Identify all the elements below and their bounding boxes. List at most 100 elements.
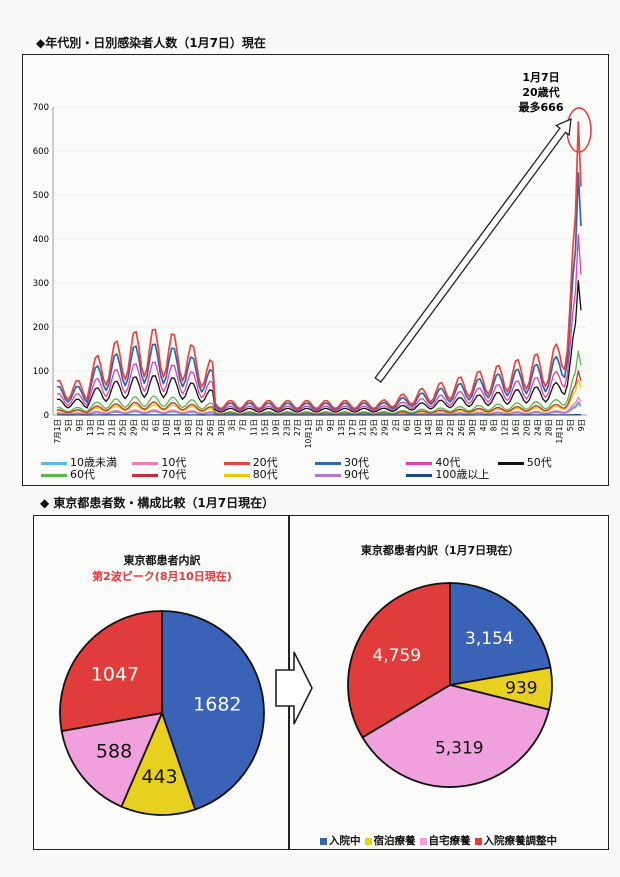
legend-label: 80代 — [252, 468, 278, 481]
x-tick-label: 23日 — [282, 419, 291, 436]
annotation-text-2: 20歳代 — [522, 85, 559, 99]
legend-swatch — [41, 461, 67, 465]
x-tick-label: 14日 — [173, 419, 182, 436]
x-tick-label: 9日 — [75, 419, 84, 431]
x-tick-label: 13日 — [337, 419, 346, 436]
x-tick-label: 20日 — [522, 419, 531, 436]
x-tick-label: 2日 — [140, 419, 149, 431]
pie-slice-0 — [161, 610, 265, 811]
pie-panel-left: 東京都患者内訳 第2波ピーク(8月10日現在) 1682 443 588 1047 — [33, 515, 289, 850]
annotation-text-3: 最多666 — [519, 100, 564, 114]
x-tick-label: 25日 — [370, 419, 379, 436]
pie-legend-label: 宿泊療養 — [373, 835, 416, 847]
pie-slice-0 — [449, 582, 552, 687]
legend-swatch — [315, 461, 342, 465]
x-tick-label: 22日 — [446, 419, 455, 436]
pie-label-3: 1047 — [91, 663, 139, 685]
legend-swatch — [41, 473, 67, 477]
legend-swatch — [132, 473, 159, 477]
y-tick-label: 500 — [33, 191, 49, 201]
legend-item: 70代 — [132, 466, 186, 482]
pie-panel-right: 東京都患者内訳（1月7日現在） 3,154 939 5,319 4,759 入院中 宿泊… — [289, 515, 609, 850]
x-tick-label: 29日 — [381, 419, 390, 436]
legend-label: 90代 — [344, 468, 370, 481]
pie-label-1: 443 — [141, 766, 177, 788]
legend-label: 10歳未満 — [70, 456, 117, 469]
line-chart-legend: 10歳未満 10代 20代 30代 40代 50代 60代 70代 80代 90代 100歳以上 — [41, 454, 601, 482]
legend-item: 80代 — [223, 466, 278, 482]
legend-item: 30代 — [315, 454, 369, 470]
legend-swatch — [497, 461, 524, 465]
x-tick-label: 16日 — [512, 419, 521, 436]
x-tick-label: 28日 — [544, 419, 553, 436]
legend-item: 40代 — [406, 454, 460, 470]
legend-label: 70代 — [161, 468, 187, 481]
x-tick-label: 7月1日 — [53, 419, 62, 444]
line-chart-panel: 0 100 200 300 400 500 600 700 7月1日 5日 9日 13日 17日 21日 2… — [22, 54, 609, 486]
transition-arrow — [275, 651, 313, 725]
x-tick-label: 9日 — [326, 419, 335, 431]
series-line-6 — [56, 350, 582, 415]
legend-label: 100歳以上 — [435, 468, 490, 481]
x-tick-label: 5日 — [64, 419, 73, 431]
left-pie-subtitle: 第2波ピーク(8月10日現在) — [92, 570, 232, 583]
pie-label-0: 3,154 — [465, 629, 514, 649]
legend-swatch — [223, 461, 250, 465]
legend-label: 30代 — [344, 456, 370, 469]
legend-swatch — [223, 473, 250, 477]
legend-label: 40代 — [435, 456, 461, 469]
x-tick-label: 14日 — [424, 419, 433, 436]
y-tick-label: 100 — [33, 367, 49, 377]
pie-slice-2 — [60, 711, 164, 808]
y-tick-label: 0 — [44, 411, 49, 421]
legend-swatch — [406, 461, 433, 465]
legend-item: 50代 — [497, 454, 552, 470]
x-tick-label: 7日 — [239, 419, 248, 431]
x-tick-label: 11日 — [250, 419, 259, 436]
pie-label-0: 1682 — [193, 693, 241, 715]
x-tick-label: 5日 — [566, 419, 575, 431]
x-tick-label: 26日 — [457, 419, 466, 436]
x-tick-label: 29日 — [129, 419, 138, 436]
annotation-text-1: 1月7日 — [522, 71, 559, 84]
x-tick-label: 15日 — [260, 419, 269, 436]
pie-label-3: 4,759 — [372, 646, 421, 666]
pie-legend-label: 入院療養調整中 — [483, 835, 558, 847]
x-tick-label: 4日 — [479, 419, 488, 431]
x-tick-label: 6日 — [402, 419, 411, 431]
legend-label: 10代 — [161, 456, 187, 469]
right-pie-chart: 3,154 939 5,319 4,759 — [347, 582, 553, 788]
x-tick-label: 21日 — [108, 419, 117, 436]
legend-item: 100歳以上 — [406, 466, 489, 482]
x-tick-label: 8日 — [490, 419, 499, 431]
x-tick-label: 18日 — [435, 419, 444, 436]
legend-label: 60代 — [70, 468, 95, 481]
pie-legend-label: 自宅療養 — [428, 835, 471, 847]
x-tick-label: 22日 — [195, 419, 204, 436]
y-tick-label: 300 — [33, 279, 49, 289]
legend-swatch — [315, 473, 342, 477]
y-tick-label: 600 — [33, 147, 49, 157]
left-pie-chart: 1682 443 588 1047 — [59, 610, 265, 816]
legend-swatch — [406, 473, 433, 477]
pie-legend-swatch — [364, 837, 372, 845]
legend-item: 90代 — [315, 466, 369, 482]
legend-item: 20代 — [223, 454, 278, 470]
x-tick-label: 12日 — [501, 419, 510, 436]
x-tick-label: 17日 — [97, 419, 106, 436]
pie-label-2: 588 — [96, 741, 132, 763]
x-tick-label: 1月1日 — [555, 419, 564, 444]
x-tick-label: 10日 — [162, 419, 171, 436]
series-line-5 — [56, 280, 582, 413]
pie-legend-swatch — [419, 837, 427, 845]
x-tick-label: 2日 — [391, 419, 400, 431]
series-line-4 — [56, 233, 582, 412]
x-tick-label: 27日 — [293, 419, 302, 436]
pie-legend-swatch — [320, 837, 327, 845]
x-tick-label: 30日 — [468, 419, 477, 436]
y-tick-label: 200 — [33, 323, 49, 333]
x-tick-label: 21日 — [359, 419, 368, 436]
legend-label: 20代 — [252, 456, 278, 469]
legend-swatch — [132, 461, 159, 465]
